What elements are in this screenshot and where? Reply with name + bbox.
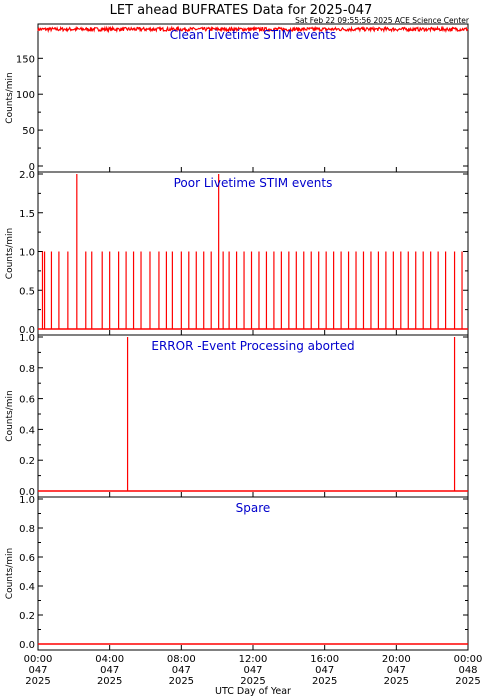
x-axis-label: UTC Day of Year — [215, 686, 291, 697]
x-tick-year: 2025 — [169, 676, 194, 687]
panel-2: 0.0 0.5 1.0 1.5 2.0 Counts/min Poor Livetime S… — [5, 170, 469, 336]
x-tick-time: 04:00 — [95, 654, 124, 665]
y-tick-label: 50 — [22, 126, 35, 137]
x-tick-year: 2025 — [384, 676, 409, 687]
panel-frame — [37, 334, 469, 498]
y-tick-label: 0.5 — [19, 286, 35, 297]
series-line — [37, 25, 469, 34]
x-tick-doy: 047 — [387, 665, 406, 676]
panel-3: 0.0 0.2 0.4 0.6 0.8 1.0 Counts/min ERROR -Event… — [5, 333, 469, 498]
y-axis-label: Counts/min — [5, 548, 15, 599]
y-tick-label: 0.0 — [19, 640, 35, 651]
x-tick-doy: 047 — [243, 665, 262, 676]
x-tick-doy: 047 — [172, 665, 191, 676]
y-tick-label: 0.0 — [19, 325, 35, 336]
y-tick-label: 0.4 — [19, 582, 35, 593]
x-tick-time: 12:00 — [239, 654, 268, 665]
y-tick-label: 0.2 — [19, 611, 35, 622]
panel-title: Poor Livetime STIM events — [174, 176, 333, 190]
y-tick-label: 1.0 — [19, 495, 35, 506]
x-tick-time: 00:00 — [454, 654, 482, 665]
y-axis-label: Counts/min — [5, 228, 15, 279]
x-tick-time: 08:00 — [167, 654, 196, 665]
y-tick-label: 1.0 — [19, 333, 35, 344]
x-tick-year: 2025 — [25, 676, 50, 687]
x-tick-time: 20:00 — [382, 654, 411, 665]
x-tick-year: 2025 — [312, 676, 337, 687]
panel-4: 0.0 0.2 0.4 0.6 0.8 1.0 Counts/min Spare — [5, 495, 469, 651]
y-tick-label: 0.2 — [19, 456, 35, 467]
y-tick-label: 100 — [16, 90, 35, 101]
panel-frame — [37, 23, 469, 173]
y-tick-label: 0.4 — [19, 425, 35, 436]
panel-title: ERROR -Event Processing aborted — [151, 339, 354, 353]
y-tick-label: 1.5 — [19, 209, 35, 220]
generated-timestamp: Sat Feb 22 09:55:56 2025 ACE Science Cen… — [295, 16, 470, 25]
x-tick-year: 2025 — [240, 676, 265, 687]
x-tick-doy: 048 — [458, 665, 477, 676]
x-axis: 00:00047202504:00047202508:00047202512:0… — [24, 654, 482, 687]
x-tick-year: 2025 — [455, 676, 480, 687]
panel-title: Clean Livetime STIM events — [170, 28, 336, 42]
y-tick-label: 0 — [29, 162, 35, 173]
y-tick-label: 0.0 — [19, 487, 35, 498]
x-tick-time: 16:00 — [310, 654, 339, 665]
x-tick-doy: 047 — [315, 665, 334, 676]
y-axis-label: Counts/min — [5, 390, 15, 441]
y-tick-label: 0.6 — [19, 395, 35, 406]
x-tick-year: 2025 — [97, 676, 122, 687]
x-tick-doy: 047 — [100, 665, 119, 676]
panel-title: Spare — [236, 501, 271, 515]
y-axis-label: Counts/min — [5, 72, 15, 123]
y-tick-label: 150 — [16, 54, 35, 65]
y-tick-label: 2.0 — [19, 170, 35, 181]
chart-title: LET ahead BUFRATES Data for 2025-047 — [110, 3, 373, 18]
panel-frame — [37, 496, 469, 651]
y-tick-label: 1.0 — [19, 248, 35, 259]
y-tick-label: 0.6 — [19, 553, 35, 564]
y-tick-label: 0.8 — [19, 364, 35, 375]
y-tick-label: 0.8 — [19, 524, 35, 535]
x-tick-time: 00:00 — [24, 654, 53, 665]
x-tick-doy: 047 — [28, 665, 47, 676]
